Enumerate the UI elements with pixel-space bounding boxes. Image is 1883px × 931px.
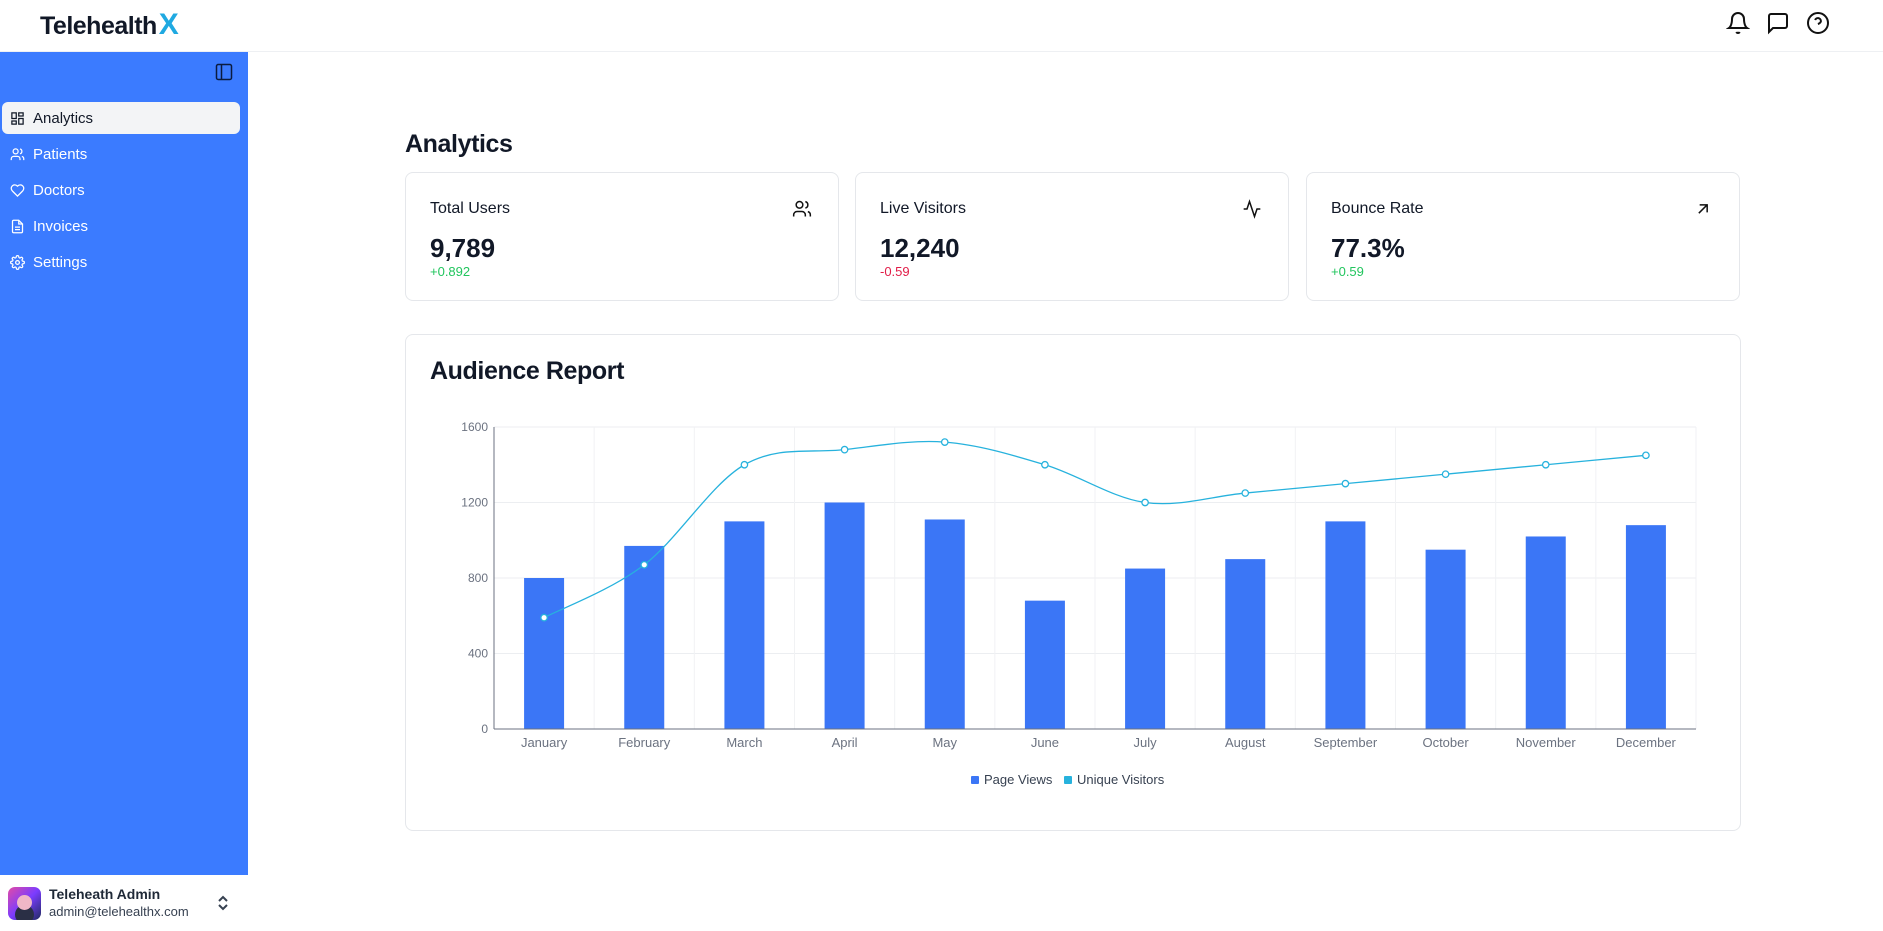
point-unique-visitors <box>1341 479 1350 488</box>
point-unique-visitors <box>1441 470 1450 479</box>
y-tick-label: 800 <box>468 571 488 585</box>
y-tick-label: 0 <box>481 722 488 736</box>
stat-value: 77.3% <box>1331 233 1405 263</box>
line-unique-visitors <box>543 440 1646 619</box>
dashboard-icon <box>11 111 24 125</box>
gear-icon <box>10 254 25 270</box>
point-unique-visitors <box>1241 489 1250 497</box>
bar-page-views <box>724 521 765 729</box>
logo-accent: X <box>158 8 179 41</box>
stat-delta: +0.59 <box>1331 264 1364 279</box>
y-tick-label: 1200 <box>461 496 488 510</box>
sidebar-item-patients[interactable]: Patients <box>2 138 240 170</box>
stat-delta: -0.59 <box>880 264 910 279</box>
legend-label: Page Views <box>984 772 1053 787</box>
stat-card-bounce-rate: Bounce Rate 77.3% +0.59 <box>1306 172 1740 301</box>
file-icon <box>11 219 24 233</box>
user-menu[interactable]: Teleheath Admin admin@telehealthx.com <box>0 875 248 931</box>
sidebar-item-label: Analytics <box>33 109 94 127</box>
x-tick-label: May <box>932 735 957 750</box>
heart-icon <box>10 183 25 197</box>
bar-page-views <box>1225 559 1266 729</box>
stat-value: 12,240 <box>880 233 960 263</box>
x-tick-label: April <box>832 735 858 750</box>
audience-report-chart: 0 400 800 1200 1600 January February March April… <box>461 420 1697 787</box>
bar-page-views <box>1125 568 1166 729</box>
bar-page-views <box>924 519 965 729</box>
sidebar-item-analytics[interactable]: Analytics <box>2 102 240 134</box>
stat-value: 9,789 <box>430 233 496 263</box>
bar-page-views <box>1425 549 1466 729</box>
sidebar-item-label: Patients <box>33 145 88 163</box>
point-unique-visitors <box>640 560 649 569</box>
arrow-up-right-icon <box>1693 199 1715 221</box>
sidebar-item-settings[interactable]: Settings <box>2 246 240 278</box>
audience-report-card: 0 400 800 1200 1600 January February March April… <box>405 334 1741 831</box>
x-tick-label: August <box>1225 735 1266 750</box>
x-tick-label: March <box>726 735 762 750</box>
point-unique-visitors <box>740 460 749 469</box>
stat-label: Total Users <box>430 200 511 217</box>
x-tick-label: December <box>1616 735 1677 750</box>
stat-label: Live Visitors <box>880 200 966 217</box>
stat-delta: +0.892 <box>430 264 471 279</box>
point-unique-visitors <box>540 613 548 622</box>
activity-icon <box>1242 199 1264 221</box>
x-tick-label: November <box>1516 735 1577 750</box>
bell-icon[interactable] <box>1725 10 1751 36</box>
sidebar-item-label: Doctors <box>33 181 85 199</box>
sidebar-item-invoices[interactable]: Invoices <box>2 210 240 242</box>
bar-page-views <box>1625 525 1666 729</box>
legend-label: Unique Visitors <box>1077 772 1165 787</box>
stat-label: Bounce Rate <box>1331 200 1424 217</box>
point-unique-visitors <box>1541 460 1550 469</box>
point-unique-visitors <box>1642 451 1650 460</box>
x-tick-label: September <box>1314 735 1378 750</box>
bar-page-views <box>1325 521 1366 729</box>
users-icon <box>792 199 814 221</box>
user-email: admin@telehealthx.com <box>49 904 189 919</box>
x-tick-label: October <box>1422 735 1469 750</box>
legend-swatch <box>1064 776 1072 784</box>
bar-page-views <box>524 578 565 729</box>
bar-page-views <box>1024 600 1065 729</box>
sidebar-item-label: Invoices <box>33 217 89 235</box>
sidebar-item-doctors[interactable]: Doctors <box>2 174 240 206</box>
users-icon <box>10 147 25 160</box>
x-tick-label: January <box>521 735 568 750</box>
point-unique-visitors <box>940 438 949 446</box>
sidebar-toggle-icon[interactable] <box>214 62 236 84</box>
stat-card-total-users: Total Users 9,789 +0.892 <box>405 172 839 301</box>
logo[interactable]: TelehealthX <box>40 8 179 42</box>
user-name: Teleheath Admin <box>49 886 161 902</box>
x-tick-label: July <box>1134 735 1158 750</box>
bar-page-views <box>824 502 865 729</box>
help-icon[interactable] <box>1805 10 1831 36</box>
bar-page-views <box>1525 536 1566 729</box>
x-tick-label: February <box>618 735 671 750</box>
x-tick-label: June <box>1031 735 1059 750</box>
y-tick-label: 400 <box>468 647 488 661</box>
logo-text: Telehealth <box>40 12 157 40</box>
point-unique-visitors <box>1041 460 1049 469</box>
legend-swatch <box>971 776 979 784</box>
point-unique-visitors <box>1141 498 1149 507</box>
top-bar: TelehealthX <box>0 0 1883 52</box>
page-title: Analytics <box>405 130 513 158</box>
sidebar: Analytics Patients Doctors Invoices Sett… <box>0 52 248 931</box>
y-tick-label: 1600 <box>461 420 488 434</box>
message-icon[interactable] <box>1765 10 1791 36</box>
sidebar-nav: Analytics Patients Doctors Invoices Sett… <box>2 102 240 282</box>
chevrons-up-down-icon[interactable] <box>216 895 230 916</box>
bar-page-views <box>624 545 665 729</box>
report-title: Audience Report <box>430 357 625 385</box>
avatar <box>8 886 41 920</box>
stat-card-live-visitors: Live Visitors 12,240 -0.59 <box>855 172 1289 301</box>
sidebar-item-label: Settings <box>33 253 88 271</box>
point-unique-visitors <box>840 445 849 454</box>
